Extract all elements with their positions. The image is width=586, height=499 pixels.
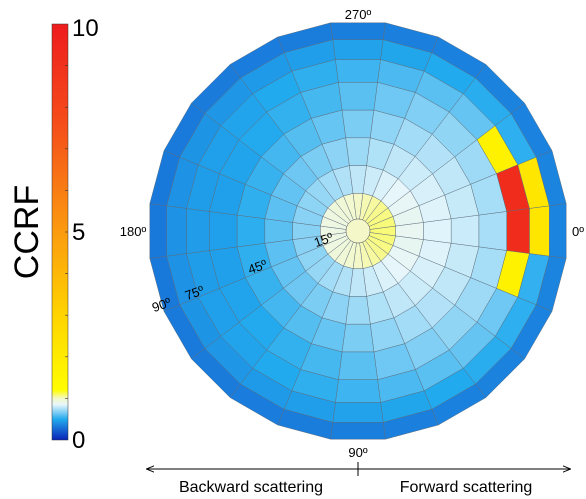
polar-plot [149,22,567,440]
polar-cell [536,150,567,207]
ring-label-90: 90º [150,294,173,315]
polar-cell [450,214,480,248]
polar-cell [335,379,381,403]
polar-cell [345,137,371,166]
colorbar-tick-10: 10 [72,15,99,42]
polar-cell [149,203,167,259]
polar-cell [330,22,386,40]
polar-cell [478,211,507,251]
colorbar-tick-5: 5 [72,219,85,246]
forward-scattering-label: Forward scattering [400,479,533,496]
colorbar-label: CCRF [8,185,46,279]
colorbar: 10 5 0 CCRF [8,15,99,454]
polar-cell [341,323,375,353]
ring-label-45: 45º [246,256,269,277]
polar-cell [345,296,371,325]
azimuth-label-270: 270º [345,7,372,22]
azimuth-label-90: 90º [348,445,367,460]
polar-center-cell [345,218,371,244]
ring-label-15: 15º [312,229,335,250]
colorbar-tick-0: 0 [72,427,85,454]
polar-cell [332,402,384,423]
backward-scattering-label: Backward scattering [179,479,323,496]
polar-cell [209,211,238,251]
polar-cell [332,39,384,60]
polar-cell [506,208,530,254]
polar-cell [335,59,381,83]
polar-cell [264,218,293,244]
polar-cell [549,203,567,259]
polar-cell [338,351,378,380]
polar-cell [236,214,266,248]
azimuth-label-0: 0º [572,224,584,239]
polar-cell [186,208,210,254]
polar-cell [330,422,386,440]
polar-cell [338,82,378,111]
ring-label-75: 75º [183,282,206,303]
colorbar-minor-ticks [65,65,68,399]
polar-cell [423,218,452,244]
azimuth-label-180: 180º [120,224,147,239]
polar-cell [166,205,187,257]
polar-cell [529,205,550,257]
polar-cell [341,109,375,139]
